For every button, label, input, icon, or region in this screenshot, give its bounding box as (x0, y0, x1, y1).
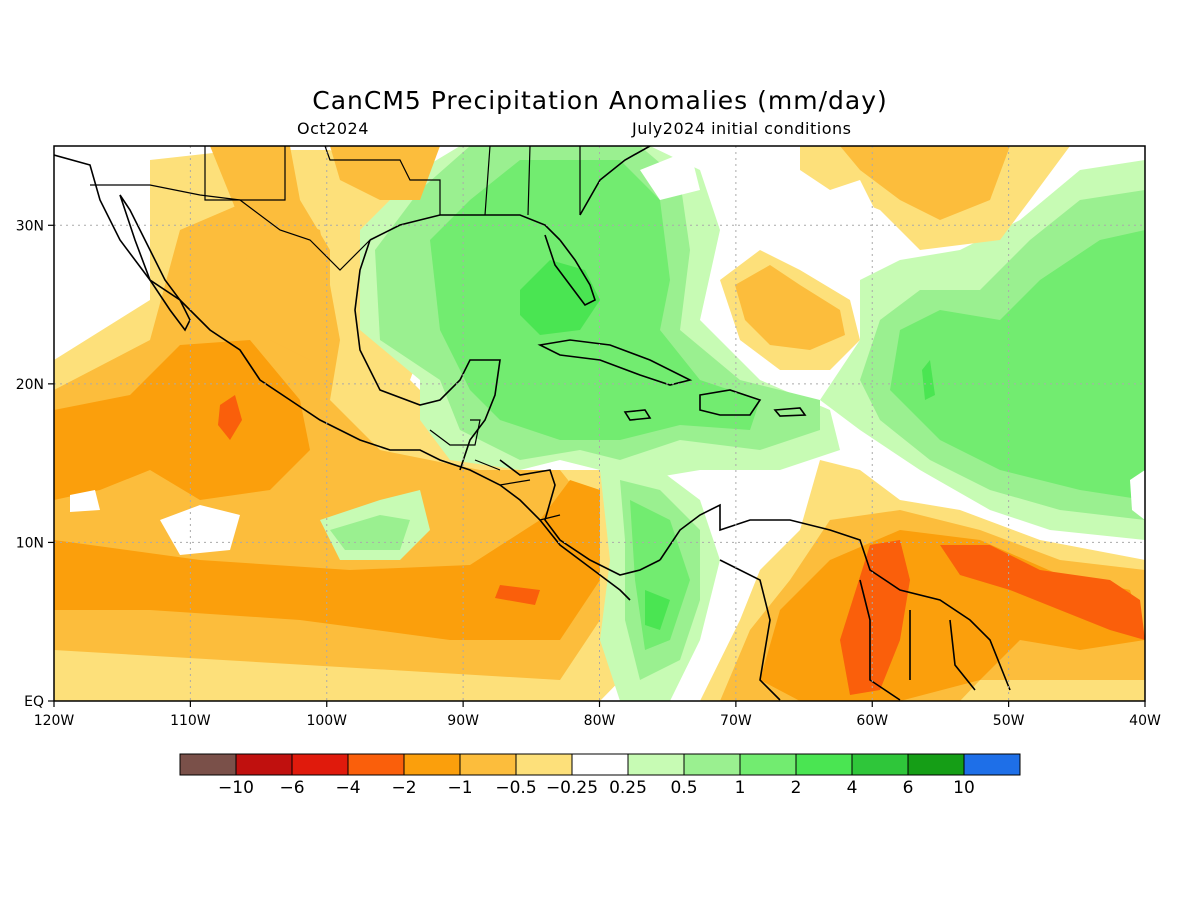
atlantic-wet-spot (922, 360, 935, 400)
colorbar-swatch (683, 753, 741, 776)
colorbar-swatch (571, 753, 629, 776)
mexico-pacific-coast (54, 154, 631, 601)
colorbar-label: −6 (279, 778, 304, 798)
mexico-us-border (90, 184, 371, 271)
y-tick-label: 10N (16, 535, 44, 551)
colorbar-label: −0.5 (495, 778, 536, 798)
south-america-north-coast (659, 503, 1011, 691)
colorbar-swatch (851, 753, 909, 776)
guiana-strong-dry (840, 540, 910, 695)
colorbar-label: 0.25 (609, 778, 647, 798)
y-tick-label: 30N (16, 218, 44, 234)
atlantic-moderate-wet (890, 230, 1145, 500)
atlantic-white-central (640, 150, 700, 200)
colorbar-label: −10 (218, 778, 254, 798)
wet-eastern-pacific (330, 515, 410, 550)
colorbar-swatch (179, 753, 237, 776)
dry-spot-itcz (495, 585, 540, 605)
colorbar-swatch (235, 753, 293, 776)
atlantic-dry-north (840, 146, 1010, 220)
french-guiana-border (949, 619, 976, 691)
us-atlantic-coast (579, 146, 651, 216)
colombia-wet-core (645, 590, 670, 630)
colorbar-swatch (795, 753, 853, 776)
initial-conditions-label: July2024 initial conditions (632, 119, 852, 138)
gulf-wet-core (520, 260, 600, 335)
hispaniola (699, 389, 762, 416)
colorbar-label: 2 (791, 778, 802, 798)
colorbar-swatch (459, 753, 517, 776)
colorbar-label: 4 (847, 778, 858, 798)
colorbar-swatch (963, 753, 1021, 776)
us-gulf-coast (369, 214, 561, 241)
x-tick-label: 40W (1129, 713, 1161, 729)
dry-spot-pacific (218, 395, 242, 440)
central-america-borders (429, 419, 561, 521)
puerto-rico (773, 407, 807, 417)
colorbar-swatch (291, 753, 349, 776)
us-state-borders (204, 146, 581, 216)
colorbar-swatch (347, 753, 405, 776)
colorbar-label: 6 (903, 778, 914, 798)
cuba (537, 339, 693, 386)
atlantic-white-ne (800, 180, 880, 250)
colorbar-label: −0.25 (546, 778, 598, 798)
colorbar-swatch (739, 753, 797, 776)
baja-california (119, 194, 191, 332)
x-tick-label: 70W (720, 713, 752, 729)
x-tick-label: 60W (856, 713, 888, 729)
atlantic-strong-dry (940, 545, 1145, 640)
colorbar-swatch (403, 753, 461, 776)
latitude-ticks: EQ 10N 20N 30N (16, 218, 54, 710)
x-tick-label: 100W (306, 713, 347, 729)
central-america-caribbean-coast (499, 459, 661, 576)
jamaica (623, 409, 652, 421)
florida (544, 234, 596, 307)
gulf-coast-mexico (354, 239, 501, 471)
coastlines (54, 146, 1011, 701)
eastern-pacific-moderate-dry (54, 340, 310, 500)
colorbar-swatch (907, 753, 965, 776)
x-tick-label: 110W (170, 713, 211, 729)
x-tick-label: 50W (993, 713, 1025, 729)
atlantic-white-patch (1130, 470, 1145, 520)
colorbar-swatch (515, 753, 573, 776)
x-tick-label: 120W (34, 713, 75, 729)
moist-patch-pacific-small (70, 490, 100, 512)
colorbar-label: −4 (335, 778, 360, 798)
colorbar: −10 −6 −4 −2 −1 −0.5 −0.25 0.25 0.5 1 2 4 6 10 (179, 753, 1021, 798)
x-tick-label: 90W (447, 713, 479, 729)
itcz-dry-band (54, 480, 600, 640)
colorbar-label: −1 (447, 778, 472, 798)
venezuela-border (719, 559, 781, 701)
chart-title: CanCM5 Precipitation Anomalies (mm/day) (312, 86, 888, 115)
atlantic-dry-central (735, 265, 845, 350)
colorbar-label: 0.5 (670, 778, 697, 798)
x-tick-label: 80W (584, 713, 616, 729)
colorbar-label: 1 (735, 778, 746, 798)
y-tick-label: EQ (24, 694, 44, 710)
colorbar-label: −2 (391, 778, 416, 798)
florida-wet (540, 160, 600, 250)
guyana-border (859, 579, 901, 701)
dotted-gridlines (54, 146, 1145, 701)
y-tick-label: 20N (16, 377, 44, 393)
longitude-ticks: 120W 110W 100W 90W 80W 70W 60W 50W 40W (34, 701, 1161, 729)
colorbar-label: 10 (953, 778, 975, 798)
colorbar-swatch (627, 753, 685, 776)
forecast-month: Oct2024 (297, 119, 369, 138)
